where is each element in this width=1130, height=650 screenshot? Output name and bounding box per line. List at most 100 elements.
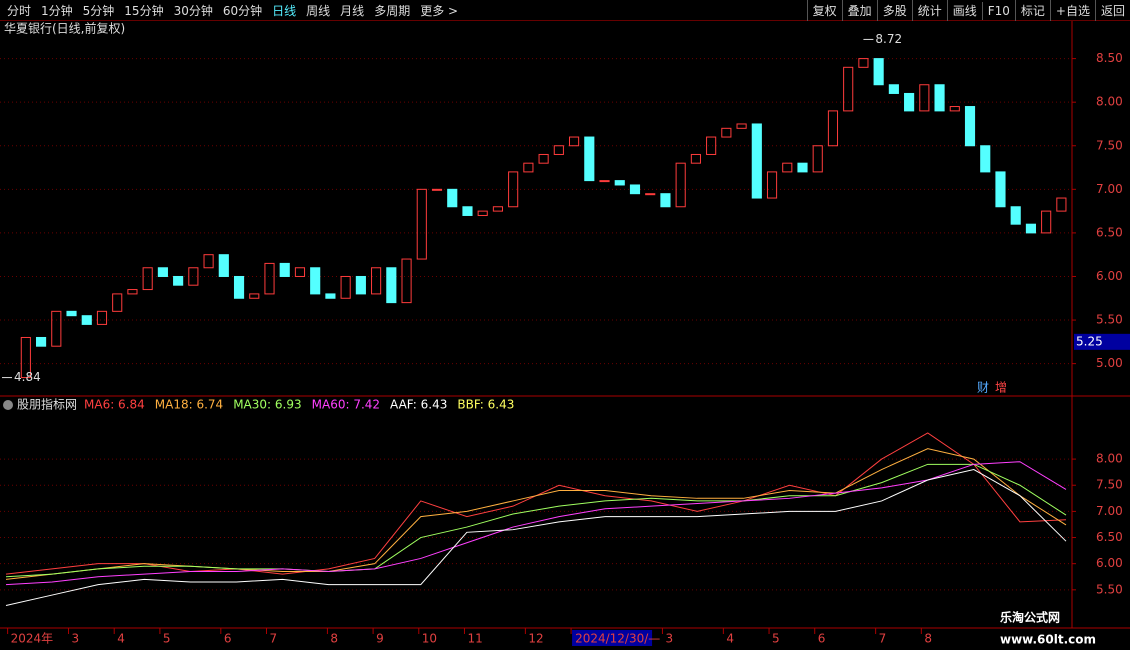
legend-entry: MA18: 6.74 [155,398,223,412]
period-tabs: 分时 1分钟 5分钟 15分钟 30分钟 60分钟 日线 周线 月线 多周期 更多 > [2,0,463,21]
candle [310,267,321,295]
toolbar-button[interactable]: 1分钟 [41,4,73,18]
stock-title: 华夏银行(日线,前复权) [4,21,125,36]
x-tick-label: 11 [467,632,482,646]
candle [599,180,610,183]
y-tick-label: 8.50 [1096,51,1123,65]
candle [294,267,306,277]
indicator-title: 股朋指标网 [17,397,77,412]
candle [1025,223,1036,234]
y-tick-label: 6.00 [1096,269,1123,283]
candle [584,136,595,182]
candle [964,106,976,147]
annotation-label: 4.84 [14,370,41,384]
candle [233,275,245,299]
y-tick-label: 8.00 [1096,452,1123,466]
candle [142,267,153,291]
candle [462,206,473,216]
candle [127,289,138,295]
x-tick-label: 6 [818,632,826,646]
x-tick-label: 7 [879,632,887,646]
candle [888,84,899,94]
toolbar-button[interactable]: F10 [981,2,1015,20]
watermark-url: www.60lt.com [1000,633,1096,647]
legend-entry: MA60: 7.42 [312,398,380,412]
x-tick-label: 2024年 [11,632,54,646]
toolbar-button[interactable]: 叠加 [841,0,877,21]
y-tick-label: 8.00 [1096,95,1123,109]
toolbar-button[interactable]: 日线 [272,4,297,18]
toolbar-button[interactable]: 复权 [806,0,842,21]
candle [919,84,930,112]
x-tick-label: 4 [117,632,125,646]
x-tick-label: 4 [726,632,734,646]
candle [1041,210,1052,234]
candle [538,153,549,164]
x-tick-label: 6 [224,632,232,646]
indicator-line [5,469,1067,607]
toolbar-button[interactable]: +自选 [1049,0,1095,21]
x-tick-label: 5 [163,632,171,646]
current-price-box [1074,333,1130,350]
candle [371,267,382,295]
candle [736,123,747,129]
toolbar-button[interactable]: 分时 [7,4,32,18]
toolbar-button[interactable]: 15分钟 [124,4,164,18]
candle [188,267,199,286]
x-tick-label: 5 [772,632,780,646]
toolbar-button[interactable]: 月线 [340,4,365,18]
toolbar: 分时 1分钟 5分钟 15分钟 30分钟 60分钟 日线 周线 月线 多周期 更多 > 复权 叠加 多股统… [0,0,1130,21]
x-tick-label: 3 [665,632,673,646]
badge: 增 [995,381,1007,395]
x-tick-label: 12 [528,632,543,646]
candle [827,110,839,147]
candle [766,171,778,199]
toolbar-button[interactable]: 周线 [306,4,331,18]
toolbar-button[interactable]: 多股 [876,0,912,21]
candle [523,162,534,173]
candle [843,66,854,112]
candle [203,254,214,269]
toolbar-button[interactable]: 更多 > [420,4,459,18]
candle [569,136,580,147]
candle [112,293,123,312]
toolbar-button[interactable]: 30分钟 [173,4,213,18]
tool-buttons: 复权 叠加 多股 统计 画线 F10 标记 +自选 返回 [806,0,1130,21]
current-price-label: 5.25 [1076,334,1103,348]
x-tick-label: 3 [72,632,80,646]
toolbar-button[interactable]: 多周期 [374,4,411,18]
indicator-line [5,432,1067,575]
toolbar-button[interactable]: 统计 [911,0,947,21]
candle [812,145,823,173]
candle [279,262,290,277]
y-tick-label: 6.00 [1096,556,1123,570]
toolbar-button[interactable]: 60分钟 [222,4,263,18]
candle [355,275,366,295]
legend-entry: MA6: 6.84 [84,398,145,412]
candle [721,127,732,138]
y-tick-label: 7.50 [1096,478,1123,492]
toolbar-button[interactable]: 5分钟 [82,4,115,18]
candle [873,58,884,86]
candle [751,123,762,199]
legend-entry: BBF: 6.43 [457,398,514,412]
candle [157,267,168,277]
candle [386,267,397,304]
badge: 财 [977,381,989,395]
candle [1056,197,1067,212]
candle [96,310,108,325]
date-highlight [572,630,653,646]
candle [675,162,686,208]
candle [264,262,275,295]
candle [508,171,519,208]
indicator-line [5,463,1067,578]
toolbar-button[interactable]: 返回 [1094,0,1130,21]
y-tick-label: 5.50 [1096,313,1123,327]
x-tick-label: 7 [270,632,278,646]
candle [980,145,991,173]
candle [447,188,458,208]
toolbar-button[interactable]: 标记 [1014,0,1050,21]
toolbar-button[interactable]: 画线 [946,0,982,21]
candle [629,184,641,195]
